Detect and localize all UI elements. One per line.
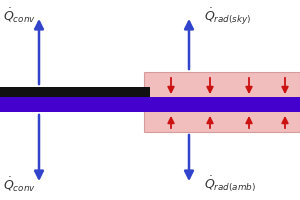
Bar	[144, 72, 300, 102]
Text: $\dot{Q}_{rad(sky)}$: $\dot{Q}_{rad(sky)}$	[204, 6, 251, 27]
Text: $\dot{Q}_{conv}$: $\dot{Q}_{conv}$	[3, 175, 36, 194]
Bar	[144, 109, 300, 132]
Text: $\dot{Q}_{conv}$: $\dot{Q}_{conv}$	[3, 6, 36, 25]
Bar	[0, 97, 300, 112]
Bar	[0, 87, 150, 102]
Text: $\dot{Q}_{rad(amb)}$: $\dot{Q}_{rad(amb)}$	[204, 174, 256, 194]
